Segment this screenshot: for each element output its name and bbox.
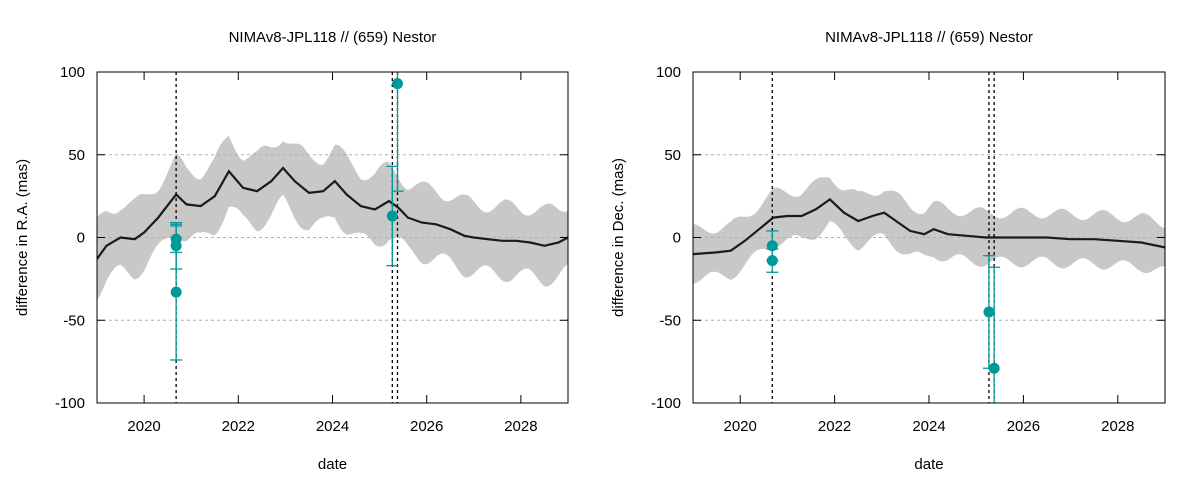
x-tick-label: 2028	[504, 418, 537, 435]
y-tick-label: 100	[60, 64, 85, 81]
x-tick-label: 2026	[410, 418, 443, 435]
x-tick-label: 2024	[316, 418, 349, 435]
data-point	[391, 78, 403, 90]
x-axis-label: date	[318, 456, 347, 473]
chart-panel-1: -100 -50 0 50 100 2020 2022 2024 2026 2028 NIMAv8-…	[14, 29, 569, 473]
x-tick-label: 2028	[1101, 418, 1134, 435]
y-axis-label: difference in Dec. (mas)	[610, 158, 627, 317]
x-tick-label: 2020	[127, 418, 160, 435]
uncertainty-band	[97, 136, 568, 301]
y-tick-label: 0	[77, 230, 85, 247]
x-axis-label: date	[914, 456, 943, 473]
y-tick-label: -50	[659, 312, 681, 329]
y-tick-label: 50	[68, 147, 85, 164]
x-tick-label: 2022	[818, 418, 851, 435]
y-tick-label: 0	[673, 230, 681, 247]
model-curve	[693, 197, 1165, 256]
y-tick-label: 50	[664, 147, 681, 164]
x-tick-label: 2020	[724, 418, 757, 435]
chart-title: NIMAv8-JPL118 // (659) Nestor	[229, 29, 437, 46]
x-tick-label: 2022	[222, 418, 255, 435]
y-tick-label: 100	[656, 64, 681, 81]
y-axis-label: difference in R.A. (mas)	[14, 159, 31, 316]
data-point	[988, 362, 1000, 374]
chart-panel-2: -100 -50 0 50 100 2020 2022 2024 2026 2028 NIMAv8-…	[610, 29, 1166, 473]
data-point	[766, 255, 778, 267]
y-tick-label: -100	[651, 395, 681, 412]
y-tick-label: -50	[63, 312, 85, 329]
y-tick-label: -100	[55, 395, 85, 412]
data-point	[170, 286, 182, 298]
data-point	[983, 306, 995, 318]
x-tick-label: 2024	[912, 418, 945, 435]
data-point	[386, 210, 398, 222]
chart-title: NIMAv8-JPL118 // (659) Nestor	[825, 29, 1033, 46]
x-tick-label: 2026	[1007, 418, 1040, 435]
